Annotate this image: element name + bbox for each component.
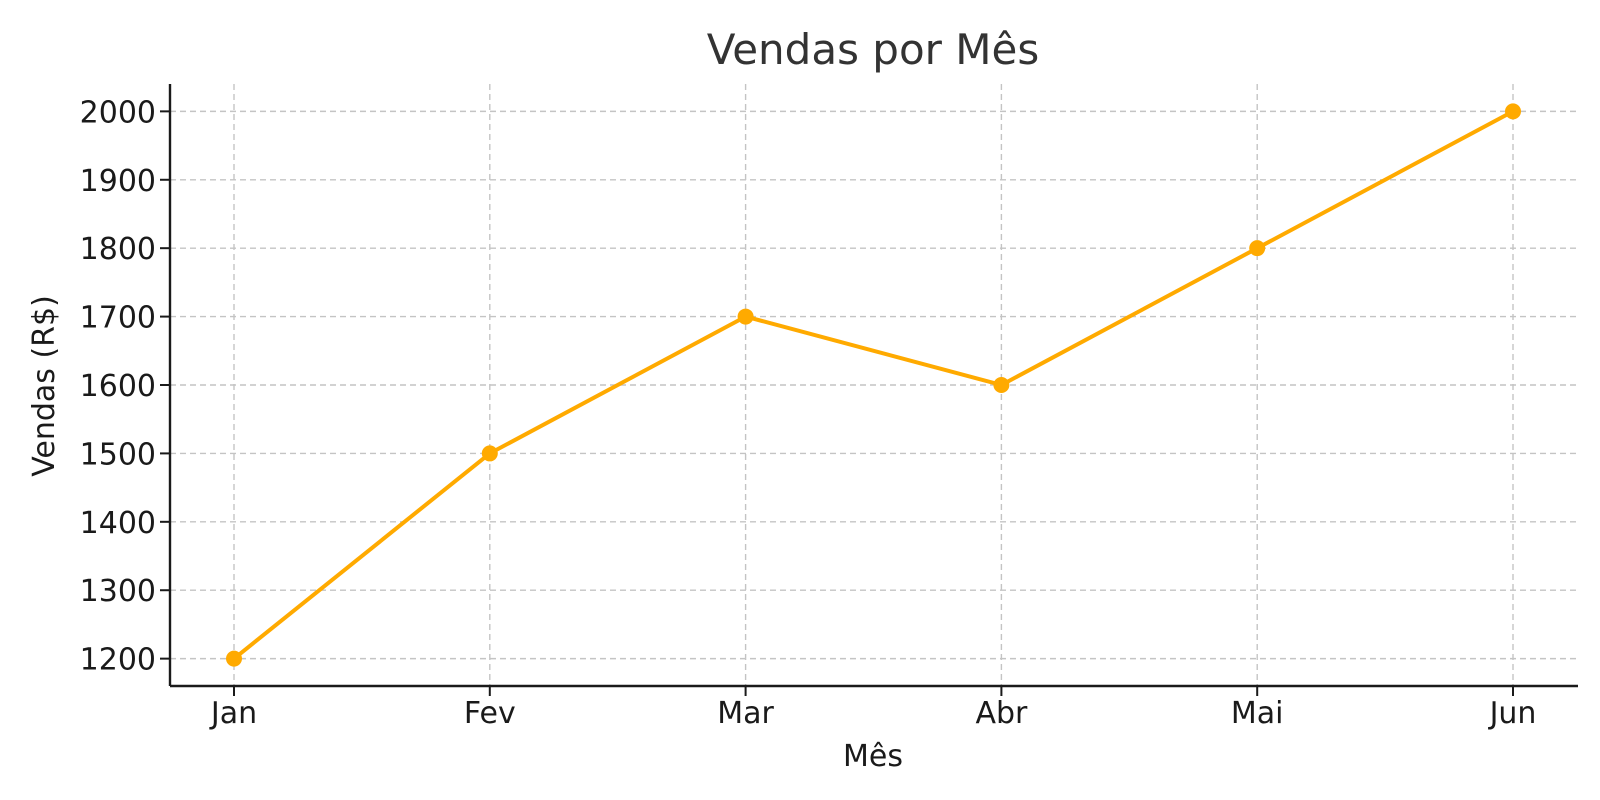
y-tick-label: 1500 bbox=[80, 437, 156, 472]
y-tick-label: 1200 bbox=[80, 643, 156, 678]
x-tick-label: Mar bbox=[717, 696, 774, 731]
y-tick-label: 2000 bbox=[80, 95, 156, 130]
x-tick-label: Mai bbox=[1231, 696, 1284, 731]
ticks-layer: 1200 1300 1400 1500 1600 1700 1800 1900 2000 Jan F… bbox=[80, 95, 1537, 731]
series-line bbox=[232, 109, 1515, 661]
grid-layer bbox=[170, 84, 1578, 686]
data-point bbox=[226, 650, 242, 667]
x-tick-label: Jun bbox=[1488, 696, 1537, 731]
y-axis-label: Vendas (R$) bbox=[27, 295, 62, 477]
data-point bbox=[1505, 103, 1521, 120]
series-layer bbox=[226, 103, 1521, 667]
x-tick-label: Abr bbox=[975, 696, 1028, 731]
data-point bbox=[737, 308, 754, 325]
x-tick-label: Fev bbox=[464, 696, 516, 731]
data-point bbox=[1249, 240, 1266, 257]
x-axis-label: Mês bbox=[843, 739, 903, 774]
data-point bbox=[993, 377, 1010, 393]
y-tick-label: 1900 bbox=[80, 164, 156, 199]
data-point bbox=[481, 445, 498, 462]
x-tick-label: Jan bbox=[209, 696, 257, 731]
y-tick-label: 1800 bbox=[80, 232, 156, 267]
y-tick-label: 1400 bbox=[80, 506, 156, 541]
chart-title: Vendas por Mês bbox=[707, 25, 1040, 74]
y-tick-label: 1600 bbox=[80, 369, 156, 404]
y-tick-label: 1700 bbox=[80, 301, 156, 336]
y-tick-label: 1300 bbox=[80, 574, 156, 609]
